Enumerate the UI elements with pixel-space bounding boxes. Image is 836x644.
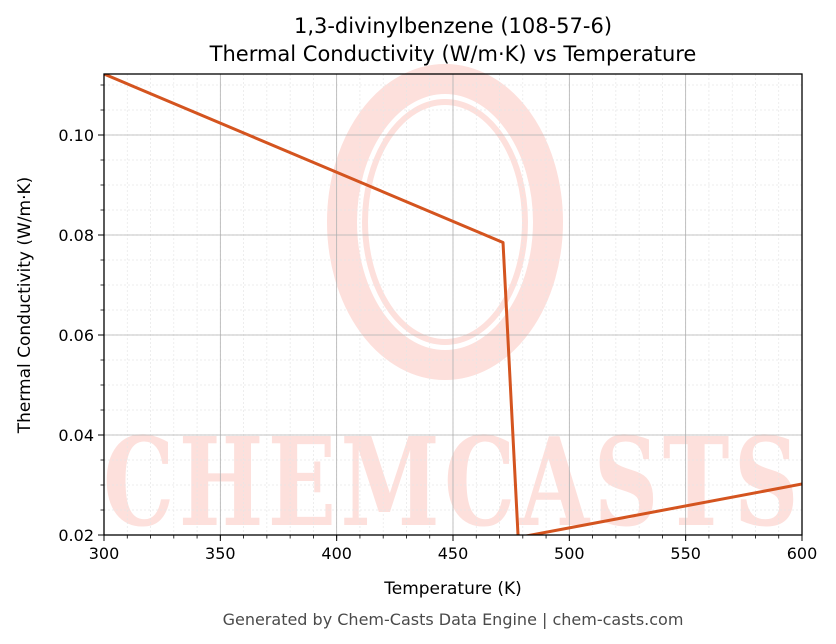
watermark-logo [327, 64, 563, 380]
series-layer [104, 74, 802, 535]
y-ticks: 0.02 0.04 0.06 0.08 0.10 [58, 84, 104, 545]
chart-title-line2: Thermal Conductivity (W/m·K) vs Temperat… [209, 42, 697, 66]
x-tick-label: 350 [205, 544, 236, 563]
series-line-0 [104, 74, 802, 535]
y-tick-label: 0.10 [58, 126, 94, 145]
y-axis-label: Thermal Conductivity (W/m·K) [15, 177, 35, 435]
x-tick-label: 600 [787, 544, 818, 563]
y-tick-label: 0.02 [58, 526, 94, 545]
chart-title-line1: 1,3-divinylbenzene (108-57-6) [294, 14, 612, 38]
x-axis-label: Temperature (K) [383, 579, 522, 599]
y-tick-label: 0.04 [58, 426, 94, 445]
x-tick-label: 500 [554, 544, 585, 563]
watermark: CHEMCASTS [103, 64, 803, 554]
x-tick-label: 550 [670, 544, 701, 563]
x-ticks: 300 350 400 450 500 550 600 [89, 535, 818, 563]
y-tick-label: 0.06 [58, 326, 94, 345]
x-tick-label: 300 [89, 544, 120, 563]
footer-credit: Generated by Chem-Casts Data Engine | ch… [223, 610, 684, 629]
y-tick-label: 0.08 [58, 226, 94, 245]
watermark-text: CHEMCASTS [103, 410, 803, 554]
x-tick-label: 450 [438, 544, 469, 563]
x-tick-label: 400 [321, 544, 352, 563]
